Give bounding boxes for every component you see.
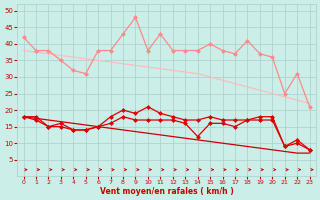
X-axis label: Vent moyen/en rafales ( km/h ): Vent moyen/en rafales ( km/h )	[100, 187, 234, 196]
